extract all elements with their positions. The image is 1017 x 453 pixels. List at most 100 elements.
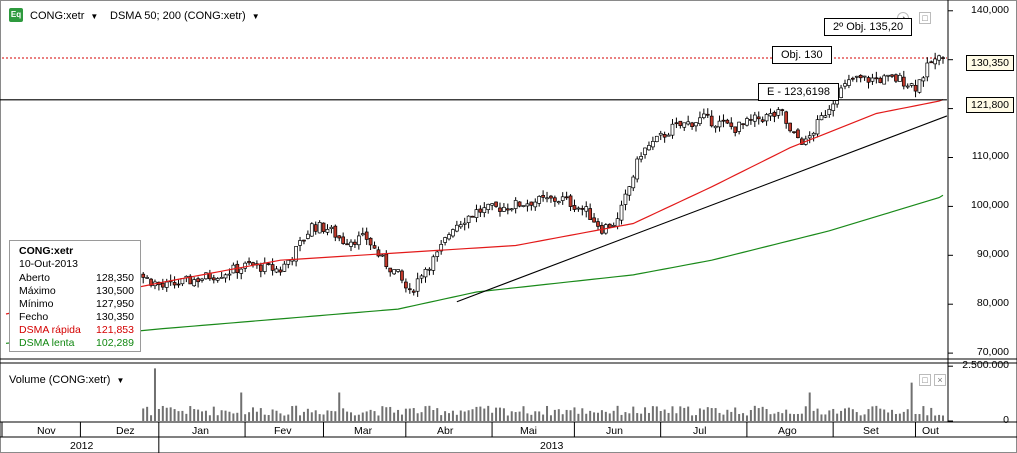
volume-bar	[793, 414, 796, 421]
volume-bar	[471, 409, 474, 421]
entry-callout[interactable]: E - 123,6198	[758, 83, 839, 101]
candle-body	[592, 217, 596, 223]
candle-body	[204, 272, 208, 280]
info-slow-label: DSMA lenta	[19, 337, 75, 349]
volume-bar	[424, 406, 427, 421]
candle-body	[568, 195, 573, 207]
volume-bar	[502, 408, 505, 421]
candle-body	[882, 75, 887, 85]
volume-bar	[761, 406, 764, 421]
chevron-down-icon[interactable]: ▼	[116, 376, 125, 385]
month-label: Ago	[778, 425, 797, 437]
indicator-selector[interactable]: DSMA 50; 200 (CONG:xetr) ▼	[110, 10, 260, 22]
price-tick-label: 80,000	[976, 297, 1009, 310]
volume-bar	[847, 407, 850, 421]
info-symbol: CONG:xetr	[19, 245, 74, 257]
volume-bar	[416, 413, 419, 421]
maximize-pane-icon[interactable]: □	[919, 12, 931, 24]
volume-bar	[169, 407, 172, 421]
volume-bar	[557, 409, 560, 421]
volume-bar	[691, 415, 694, 421]
candle-body	[588, 208, 593, 220]
candle-body	[549, 195, 553, 199]
month-label: Jul	[693, 425, 707, 437]
candle-body	[678, 120, 683, 126]
close-volume-pane-icon[interactable]: ×	[934, 374, 946, 386]
info-low-label: Mínimo	[19, 298, 54, 310]
info-panel: CONG:xetr 10-Out-2013 Aberto 128,350 Máxi…	[9, 240, 141, 352]
volume-selector[interactable]: Volume (CONG:xetr) ▼	[9, 374, 124, 386]
volume-bar	[863, 414, 866, 421]
volume-bar	[287, 414, 290, 421]
candle-body	[274, 268, 279, 273]
candle-body	[258, 264, 263, 272]
candle-body	[729, 122, 734, 127]
candle-body	[533, 201, 538, 208]
volume-bar	[612, 410, 615, 421]
volume-bar	[922, 406, 925, 421]
candle-body	[831, 103, 836, 111]
volume-bar	[440, 415, 443, 421]
volume-bar	[181, 410, 184, 421]
volume-bar	[393, 412, 396, 421]
month-label: Jun	[606, 425, 623, 437]
volume-bar	[271, 409, 274, 421]
candle-body	[694, 122, 698, 127]
volume-bar	[879, 408, 882, 421]
volume-bar	[887, 412, 890, 421]
info-slow-row: DSMA lenta 102,289	[19, 337, 136, 350]
volume-bar	[663, 409, 666, 421]
chevron-down-icon[interactable]: ▼	[251, 12, 260, 21]
volume-bar	[875, 405, 878, 421]
candle-body	[886, 74, 890, 77]
level-price-label: 121,800	[966, 97, 1014, 113]
volume-bar	[510, 411, 513, 421]
volume-bar	[444, 411, 447, 421]
maximize-volume-pane-icon[interactable]: □	[919, 374, 931, 386]
volume-bar	[244, 414, 247, 421]
volume-bar	[596, 412, 599, 421]
price-tick-label: 140,000	[971, 3, 1009, 16]
info-fast-row: DSMA rápida 121,853	[19, 324, 136, 337]
candle-body	[494, 201, 498, 207]
candle-body	[811, 132, 816, 136]
candle-body	[658, 132, 663, 136]
volume-bar	[428, 405, 431, 421]
volume-bar	[906, 409, 909, 421]
volume-bar	[177, 411, 180, 421]
volume-bar	[491, 412, 494, 421]
candle-body	[764, 114, 769, 122]
chevron-down-icon[interactable]: ▼	[90, 12, 99, 21]
candle-body	[419, 275, 424, 279]
volume-bar	[930, 407, 933, 421]
volume-bar	[934, 415, 937, 421]
symbol-label: CONG:xetr	[30, 10, 85, 22]
candle-body	[376, 249, 381, 257]
candle-body	[439, 244, 444, 252]
objective1-callout[interactable]: Obj. 130	[772, 46, 832, 64]
candle-body	[772, 111, 777, 117]
volume-bar	[451, 410, 454, 421]
candle-body	[404, 281, 408, 289]
year-label: 2013	[540, 440, 564, 452]
info-high-label: Máximo	[19, 285, 56, 297]
volume-bar	[530, 414, 533, 421]
info-open-label: Aberto	[19, 272, 50, 284]
objective2-callout[interactable]: 2º Obj. 135,20	[824, 18, 913, 36]
candle-body	[435, 251, 440, 257]
symbol-selector[interactable]: CONG:xetr ▼	[30, 10, 98, 22]
candle-body	[815, 119, 820, 135]
volume-bar	[514, 412, 517, 421]
volume-bar	[781, 413, 784, 421]
volume-bar	[726, 409, 729, 421]
candle-body	[741, 123, 745, 126]
volume-bar	[620, 414, 623, 421]
volume-bar	[546, 405, 549, 421]
volume-bar	[840, 410, 843, 421]
volume-bar	[687, 406, 690, 421]
candle-body	[219, 276, 224, 279]
candle-body	[325, 228, 330, 233]
volume-bar	[706, 407, 709, 421]
month-label: Jan	[192, 425, 209, 437]
